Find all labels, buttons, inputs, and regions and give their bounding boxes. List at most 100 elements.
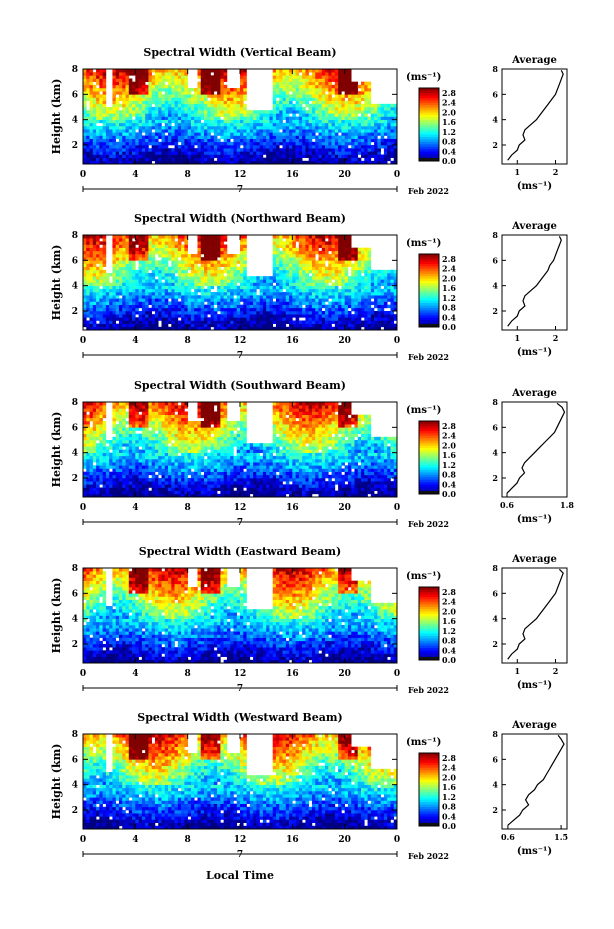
heatmap-cell	[335, 292, 339, 295]
heatmap-cell	[256, 117, 260, 120]
heatmap-cell	[217, 104, 221, 107]
heatmap-cell	[387, 155, 391, 158]
heatmap-cell	[322, 91, 326, 94]
heatmap-cell	[319, 148, 323, 151]
heatmap-cell	[230, 113, 234, 116]
heatmap-cell	[184, 94, 188, 97]
heatmap-cell	[142, 85, 146, 88]
heatmap-cell	[152, 267, 156, 270]
heatmap-cell	[279, 305, 283, 308]
heatmap-cell	[152, 264, 156, 267]
heatmap-cell	[165, 305, 169, 308]
heatmap-cell	[309, 104, 313, 107]
heatmap-cell	[279, 69, 283, 72]
heatmap-cell	[214, 72, 218, 75]
heatmap-cell	[292, 314, 296, 317]
heatmap-cell	[263, 279, 267, 282]
heatmap-cell	[181, 270, 185, 273]
heatmap-cell	[158, 113, 162, 116]
heatmap-cell	[289, 295, 293, 298]
heatmap-cell	[322, 238, 326, 241]
heatmap-cell	[165, 98, 169, 101]
heatmap-cell	[325, 117, 329, 120]
heatmap-cell	[289, 286, 293, 289]
heatmap-cell	[341, 279, 345, 282]
heatmap-cell	[86, 254, 90, 257]
heatmap-cell	[211, 248, 215, 251]
heatmap-cell	[93, 283, 97, 286]
heatmap-cell	[204, 120, 208, 123]
heatmap-cell	[211, 257, 215, 260]
heatmap-cell	[181, 260, 185, 263]
heatmap-cell	[302, 148, 306, 151]
heatmap-cell	[83, 292, 87, 295]
heatmap-cell	[309, 267, 313, 270]
heatmap-cell	[273, 88, 277, 91]
heatmap-cell	[181, 295, 185, 298]
heatmap-cell	[188, 126, 192, 129]
heatmap-cell	[377, 110, 381, 113]
heatmap-cell	[165, 251, 169, 254]
heatmap-cell	[86, 251, 90, 254]
heatmap-cell	[319, 101, 323, 104]
heatmap-cell	[184, 248, 188, 251]
heatmap-cell	[247, 136, 251, 139]
heatmap-cell	[302, 145, 306, 148]
heatmap-cell	[345, 276, 349, 279]
heatmap-cell	[230, 126, 234, 129]
heatmap-cell	[338, 145, 342, 148]
heatmap-cell	[148, 79, 152, 82]
heatmap-cell	[90, 82, 94, 85]
heatmap-cell	[83, 136, 87, 139]
heatmap-cell	[194, 110, 198, 113]
heatmap-cell	[191, 286, 195, 289]
heatmap-cell	[348, 88, 352, 91]
heatmap-cell	[309, 158, 313, 161]
heatmap-cell	[364, 302, 368, 305]
heatmap-cell	[233, 302, 237, 305]
heatmap-cell	[296, 235, 300, 238]
heatmap-cell	[175, 311, 179, 314]
heatmap-cell	[305, 91, 309, 94]
heatmap-cell	[364, 155, 368, 158]
heatmap-cell	[171, 101, 175, 104]
heatmap-cell	[286, 289, 290, 292]
heatmap-cell	[211, 98, 215, 101]
heatmap-cell	[145, 260, 149, 263]
heatmap-cell	[142, 289, 146, 292]
heatmap-cell	[135, 158, 139, 161]
heatmap-cell	[243, 72, 247, 75]
heatmap-cell	[368, 248, 372, 251]
heatmap-cell	[361, 289, 365, 292]
heatmap-cell	[332, 248, 336, 251]
heatmap-cell	[119, 151, 123, 154]
heatmap-cell	[299, 117, 303, 120]
heatmap-cell	[103, 241, 107, 244]
heatmap-cell	[283, 107, 287, 110]
heatmap-cell	[305, 292, 309, 295]
heatmap-cell	[292, 139, 296, 142]
heatmap-cell	[207, 136, 211, 139]
heatmap-cell	[325, 289, 329, 292]
heatmap-cell	[129, 142, 133, 145]
heatmap-cell	[152, 82, 156, 85]
heatmap-cell	[178, 260, 182, 263]
heatmap-cell	[220, 88, 224, 91]
heatmap-cell	[253, 283, 257, 286]
heatmap-cell	[348, 324, 352, 327]
heatmap-cell	[283, 245, 287, 248]
heatmap-cell	[335, 104, 339, 107]
heatmap-cell	[374, 298, 378, 301]
heatmap-cell	[122, 101, 126, 104]
heatmap-cell	[109, 110, 113, 113]
heatmap-cell	[354, 267, 358, 270]
heatmap-cell	[312, 107, 316, 110]
heatmap-cell	[96, 238, 100, 241]
heatmap-cell	[162, 155, 166, 158]
heatmap-cell	[171, 82, 175, 85]
heatmap-cell	[207, 317, 211, 320]
heatmap-cell	[178, 248, 182, 251]
heatmap-cell	[332, 321, 336, 324]
heatmap-cell	[341, 260, 345, 263]
heatmap-cell	[155, 151, 159, 154]
